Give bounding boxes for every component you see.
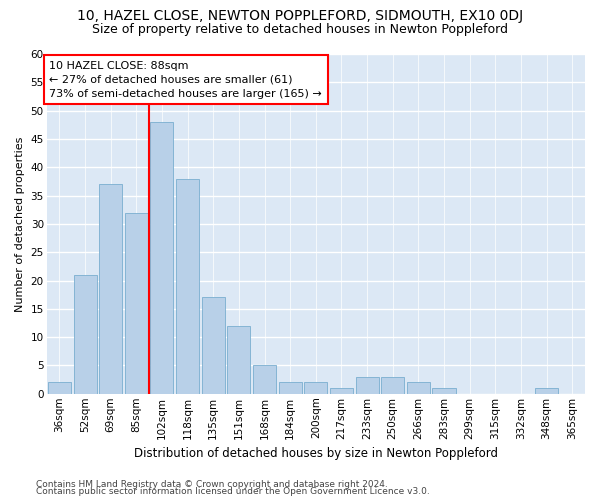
X-axis label: Distribution of detached houses by size in Newton Poppleford: Distribution of detached houses by size … [134, 447, 498, 460]
Bar [304, 382, 328, 394]
Bar [125, 212, 148, 394]
Bar [278, 382, 302, 394]
Y-axis label: Number of detached properties: Number of detached properties [15, 136, 25, 312]
Text: 10 HAZEL CLOSE: 88sqm
← 27% of detached houses are smaller (61)
73% of semi-deta: 10 HAZEL CLOSE: 88sqm ← 27% of detached … [49, 61, 322, 99]
Bar [381, 377, 404, 394]
Bar [202, 298, 225, 394]
Bar [535, 388, 558, 394]
Text: Size of property relative to detached houses in Newton Poppleford: Size of property relative to detached ho… [92, 22, 508, 36]
Bar [330, 388, 353, 394]
Bar [48, 382, 71, 394]
Bar [253, 366, 276, 394]
Bar [176, 178, 199, 394]
Text: Contains public sector information licensed under the Open Government Licence v3: Contains public sector information licen… [36, 487, 430, 496]
Bar [74, 275, 97, 394]
Bar [99, 184, 122, 394]
Text: 10, HAZEL CLOSE, NEWTON POPPLEFORD, SIDMOUTH, EX10 0DJ: 10, HAZEL CLOSE, NEWTON POPPLEFORD, SIDM… [77, 9, 523, 23]
Text: Contains HM Land Registry data © Crown copyright and database right 2024.: Contains HM Land Registry data © Crown c… [36, 480, 388, 489]
Bar [227, 326, 250, 394]
Bar [407, 382, 430, 394]
Bar [151, 122, 173, 394]
Bar [433, 388, 455, 394]
Bar [356, 377, 379, 394]
